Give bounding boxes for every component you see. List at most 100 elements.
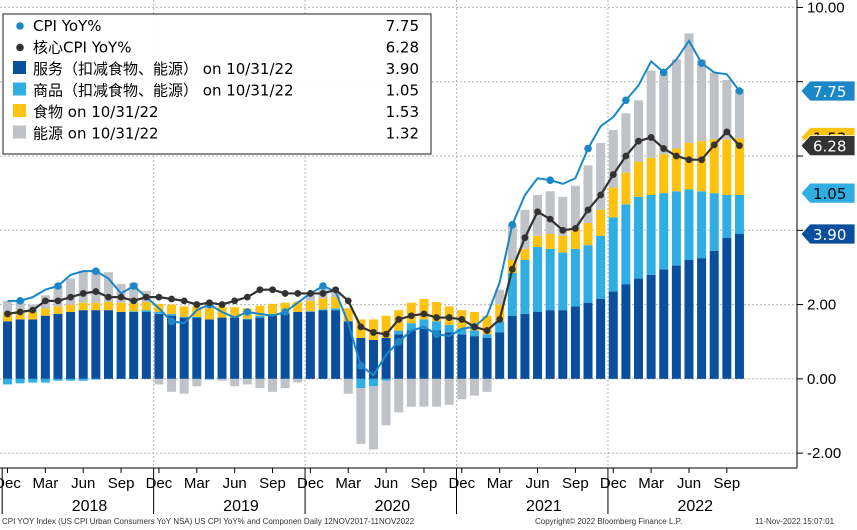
footer-source: CPI YOY Index (US CPI Urban Consumers Yo… <box>2 517 415 526</box>
bar-segment-1 <box>368 339 378 379</box>
bar-segment-4 <box>356 388 366 444</box>
bar-segment-2 <box>167 313 177 316</box>
x-tick-label: Dec <box>297 475 324 492</box>
x-year-label: 2019 <box>223 498 259 515</box>
bar-segment-1 <box>154 313 164 379</box>
bar-segment-3 <box>91 302 101 311</box>
bar-segment-3 <box>646 157 656 195</box>
bar-segment-1 <box>204 319 214 379</box>
bar-segment-2 <box>520 260 530 314</box>
line-point <box>105 293 112 301</box>
line-point <box>723 128 731 136</box>
line-point <box>710 141 718 149</box>
bar-segment-1 <box>103 310 113 379</box>
line-point <box>129 282 138 290</box>
bar-segment-2 <box>545 248 555 311</box>
legend-label: 服务（扣减食物、能源） on 10/31/22 <box>33 60 294 78</box>
x-tick-label: Mar <box>487 475 513 492</box>
bar-segment-3 <box>167 304 177 314</box>
legend-square-marker <box>13 61 26 74</box>
bar-segment-3 <box>432 301 442 322</box>
bar-segment-3 <box>722 139 732 195</box>
x-tick-label: Mar <box>335 475 361 492</box>
line-point <box>521 234 529 242</box>
bar-segment-2 <box>3 378 12 385</box>
line-point <box>458 316 466 323</box>
value-tag-box <box>800 182 856 204</box>
bar-segment-2 <box>533 247 543 312</box>
bar-segment-3 <box>520 248 530 260</box>
bar-segment-3 <box>533 235 543 247</box>
y-tick-label: -2.00 <box>807 445 841 462</box>
bar-segment-4 <box>444 378 454 405</box>
bar-segment-3 <box>179 306 189 317</box>
bar-segment-1 <box>406 330 416 379</box>
bar-segment-3 <box>129 303 139 312</box>
bar-segment-3 <box>634 161 643 197</box>
bar-segment-4 <box>520 209 530 249</box>
bar-segment-1 <box>381 338 391 379</box>
y-tick-label: 0.00 <box>807 371 836 388</box>
line-point <box>407 312 415 320</box>
bar-segment-3 <box>331 297 341 309</box>
bar-segment-1 <box>533 312 543 379</box>
bar-segment-1 <box>722 237 732 379</box>
line-point <box>117 293 125 301</box>
bar-segment-1 <box>116 312 126 379</box>
bar-segment-4 <box>621 113 631 173</box>
bar-segment-2 <box>406 323 416 331</box>
bar-segment-3 <box>103 301 113 311</box>
line-point <box>218 301 226 308</box>
bar-segment-3 <box>141 301 151 311</box>
bar-segment-4 <box>3 300 12 312</box>
bar-segment-1 <box>558 310 568 379</box>
x-year-label: 2022 <box>677 498 713 515</box>
bar-segment-1 <box>230 317 240 379</box>
bar-segment-3 <box>255 305 265 316</box>
bar-segment-2 <box>482 334 492 338</box>
legend-square-marker <box>13 104 26 117</box>
line-point <box>4 310 11 318</box>
line-point <box>508 265 516 273</box>
bar-segment-2 <box>634 196 643 279</box>
bar-segment-4 <box>230 378 240 387</box>
bar-segment-4 <box>66 278 76 305</box>
footer: CPI YOY Index (US CPI Urban Consumers Yo… <box>2 517 835 526</box>
bar-segment-3 <box>40 308 50 316</box>
y-tick-label: 10.00 <box>807 0 845 16</box>
bar-segment-3 <box>204 308 214 320</box>
bar-segment-2 <box>583 245 593 303</box>
bar-segment-2 <box>596 235 606 299</box>
bar-segment-3 <box>495 304 505 322</box>
line-point <box>382 330 390 338</box>
line-point <box>269 286 276 294</box>
bar-segment-1 <box>671 265 681 379</box>
legend-square-marker <box>13 125 26 139</box>
line-point <box>54 297 62 305</box>
bar-segment-1 <box>66 312 76 379</box>
bar-segment-4 <box>469 378 479 396</box>
bar-segment-2 <box>91 378 101 380</box>
line-point <box>193 301 201 308</box>
bar-segment-2 <box>318 309 328 311</box>
bar-segment-4 <box>608 130 618 188</box>
bar-segment-4 <box>709 72 719 140</box>
value-tag: 3.90 <box>800 223 856 245</box>
bar-segment-2 <box>305 311 315 312</box>
legend-label: 商品（扣减食物、能源） on 10/31/22 <box>33 82 294 100</box>
bar-segment-4 <box>268 378 278 392</box>
bar-segment-1 <box>608 291 618 379</box>
line-point <box>243 308 252 316</box>
bar-segment-4 <box>432 378 442 407</box>
bar-segment-3 <box>230 307 240 318</box>
bar-segment-1 <box>646 274 656 379</box>
bar-segment-3 <box>280 302 290 314</box>
bar-segment-4 <box>684 33 694 143</box>
legend-entry: 核心CPI YoY% 6.28 <box>16 39 419 57</box>
x-tick-label: Sep <box>411 475 438 492</box>
line-point <box>92 288 100 295</box>
bar-segment-1 <box>684 260 694 379</box>
bar-segment-2 <box>381 378 391 381</box>
line-point <box>572 225 579 232</box>
